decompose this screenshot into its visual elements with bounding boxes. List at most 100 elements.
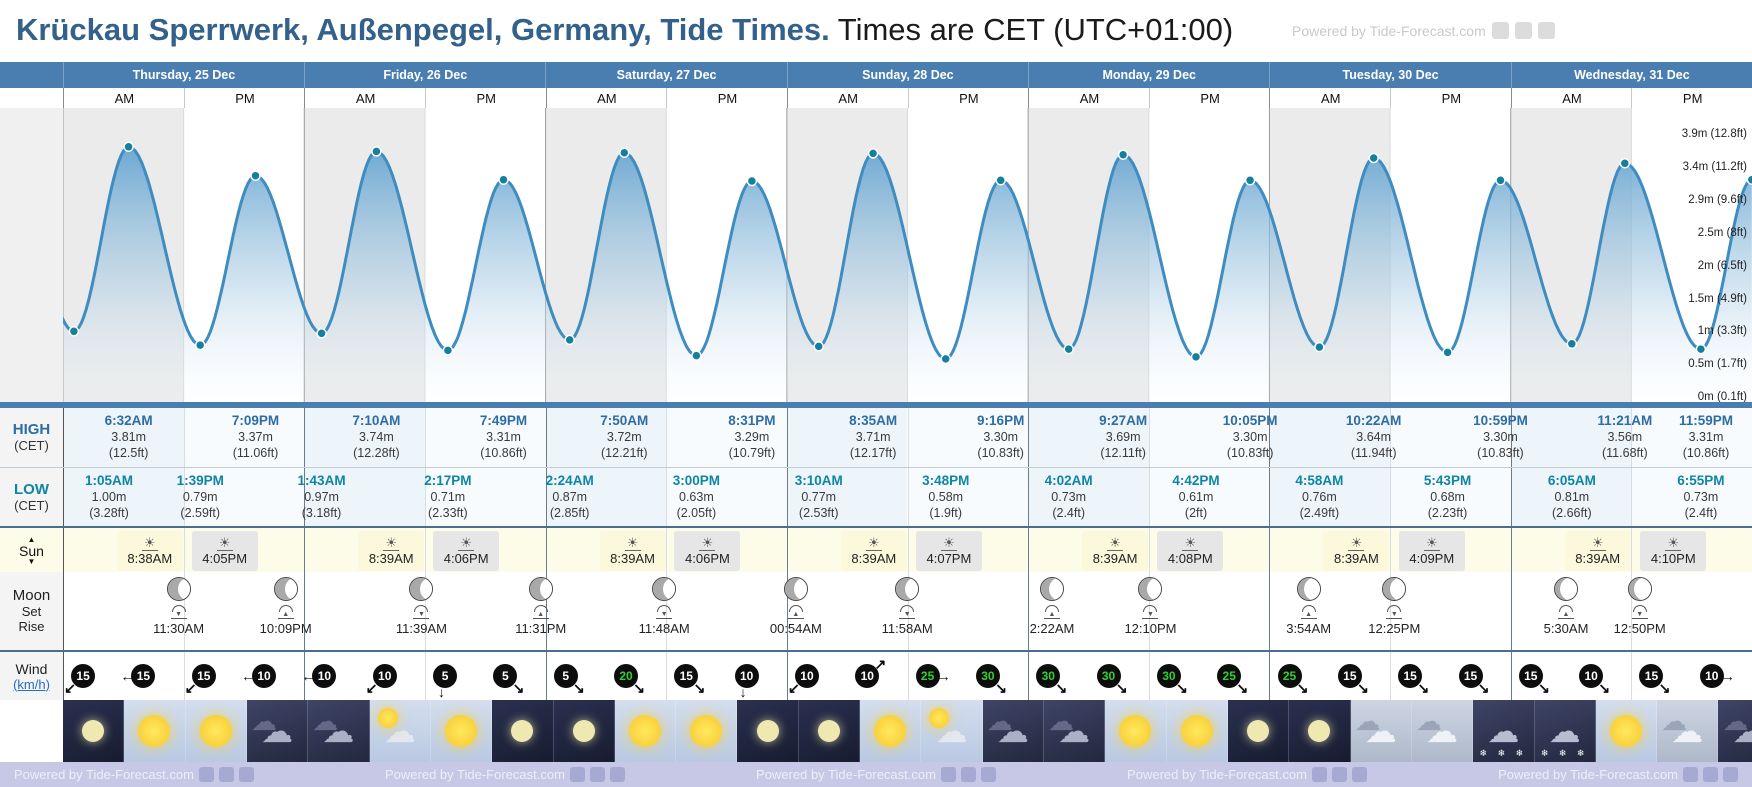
tide-extreme-point	[1695, 343, 1707, 355]
day-separator	[304, 408, 306, 467]
horizon-line	[787, 618, 804, 619]
half-day-separator	[1148, 652, 1150, 702]
horizon-line	[170, 618, 187, 619]
day-header-7: Wednesday, 31 Dec	[1510, 62, 1752, 88]
day-separator	[304, 528, 306, 574]
watermark-badge-icon	[1537, 22, 1555, 39]
weather-strip: ☁☁☁☁☁☁☁☁☁☁☁☁☁☁☁❄ ❄ ❄☁❄ ❄ ❄☁☁☁☁	[63, 700, 1752, 762]
half-day-separator	[424, 652, 426, 702]
tide-height-m: 0.73m	[1683, 490, 1719, 504]
sunrise-cell: ☀ 8:39AM	[599, 531, 666, 571]
day-separator	[1269, 528, 1271, 574]
page-title: Krückau Sperrwerk, Außenpegel, Germany, …	[16, 12, 1233, 48]
sunrise-icon: ☀	[1350, 534, 1363, 550]
horizon-line	[1300, 618, 1317, 619]
tide-time: 5:43PM	[1423, 473, 1472, 488]
wind-speed-badge: 30	[1036, 664, 1061, 688]
tide-time: 3:00PM	[672, 473, 721, 488]
weather-tile-cloudnight: ☁☁	[982, 700, 1044, 762]
tide-height-m: 3.30m	[983, 430, 1019, 444]
sunset-icon: ☀	[943, 534, 955, 550]
cloud-weather-icon: ☁	[1415, 706, 1442, 736]
weather-tile-moon	[1289, 700, 1351, 762]
wind-direction-arrow-icon: ↘	[1176, 680, 1188, 696]
tide-height-ft: (2.66ft)	[1552, 506, 1592, 520]
high-tide-row-label: HIGH (CET)	[0, 408, 64, 467]
horizon-line	[383, 549, 400, 551]
half-day-separator	[424, 468, 426, 527]
cloud-weather-icon: ☁	[1487, 713, 1520, 749]
page-title-timezone: Times are CET (UTC+01:00)	[829, 12, 1234, 47]
tide-time: 1:43AM	[297, 473, 346, 488]
moon-rise-chevron-icon: ▲	[282, 611, 290, 618]
tide-extreme-point	[1442, 347, 1453, 358]
tide-height-ft: (2.23ft)	[1427, 506, 1468, 520]
moon-set-chevron-icon: ▼	[660, 611, 668, 618]
tide-extreme-point	[1495, 175, 1506, 186]
am-cell-bg	[1510, 408, 1632, 467]
footer-watermark-bar: Powered by Tide-Forecast.com Powered by T…	[0, 762, 1752, 787]
high-tide-entry: 10:05PM 3.30m (10.83ft)	[1204, 413, 1296, 461]
moon-rise-chevron-icon: ▲	[792, 611, 800, 618]
am-cell-bg	[1269, 468, 1391, 527]
wind-unit-link[interactable]: (km/h)	[13, 676, 50, 692]
wind-direction-arrow-icon: ↘	[633, 680, 645, 696]
tide-height-ft: (10.86ft)	[1682, 446, 1730, 460]
sunset-cell: ☀ 4:08PM	[1157, 531, 1224, 571]
weather-tile-sun	[1166, 700, 1228, 762]
day-separator	[786, 528, 788, 574]
day-separator	[786, 468, 788, 527]
wind-direction-arrow-icon: ↘	[1417, 680, 1430, 696]
half-day-separator	[1631, 468, 1633, 527]
tide-extreme-point	[1190, 351, 1202, 363]
weather-tile-sun	[1105, 700, 1167, 762]
moon-set-chevron-icon: ▼	[903, 611, 911, 618]
wind-speed-badge: 15	[131, 664, 156, 688]
wind-indicator: 25 ↘	[1277, 664, 1309, 695]
tide-height-ft: (2.49ft)	[1299, 506, 1340, 520]
moon-rise-chevron-icon: ▲	[1048, 611, 1056, 618]
tide-curve-chart	[63, 108, 1752, 402]
watermark-badge-icon	[1514, 22, 1532, 39]
moon-rise-icon	[1044, 605, 1059, 612]
low-tide-entry: 2:17PM 0.71m (2.33ft)	[402, 473, 494, 521]
moon-set-icon	[1632, 605, 1647, 612]
wind-direction-arrow-icon: →	[1720, 668, 1735, 684]
wind-speed-badge: 30	[1096, 664, 1121, 688]
moon-rise-time: 00:54AM	[769, 621, 822, 636]
half-day-separator	[666, 468, 668, 527]
tide-time: 8:31PM	[728, 413, 776, 428]
moon-weather-icon	[817, 720, 840, 742]
wind-direction-arrow-icon: ↘	[1477, 680, 1490, 696]
pm-cell-day7: PM	[1631, 88, 1752, 108]
low-label: LOW	[14, 481, 49, 499]
high-tide-row: 6:32AM 3.81m (12.5ft) 7:09PM 3.37m (11.06ft) 7…	[0, 408, 1752, 467]
tide-extreme-point	[1063, 343, 1074, 355]
cloud-weather-icon: ☁	[261, 713, 294, 749]
wind-direction-arrow-icon: ↙	[365, 680, 378, 696]
pm-cell-day3: PM	[666, 88, 788, 108]
moon-set-chevron-icon: ▼	[1390, 611, 1398, 618]
tide-time: 10:59PM	[1473, 413, 1528, 428]
half-day-separator	[1148, 528, 1150, 574]
tide-height-ft: (2.85ft)	[549, 506, 590, 520]
sunset-cell: ☀ 4:09PM	[1398, 531, 1465, 571]
pm-cell-bg	[907, 468, 1029, 527]
wind-direction-arrow-icon: ↘	[1598, 680, 1611, 696]
pm-cell-bg	[424, 468, 546, 527]
wind-direction-arrow-icon: ↘	[1538, 680, 1550, 696]
half-day-separator	[183, 468, 185, 527]
tide-height-ft: (2.53ft)	[798, 506, 839, 520]
pm-cell-bg	[907, 408, 1029, 467]
half-day-separator	[1631, 408, 1633, 467]
tide-extreme-point	[123, 141, 134, 153]
watermark-badge-icon	[960, 767, 976, 782]
wind-speed-badge: 20	[614, 664, 638, 688]
cloud-weather-icon: ☁	[1426, 713, 1459, 749]
half-day-separator	[1631, 528, 1633, 574]
moon-row-content: ▼ 11:30AM ▲ 10:09PM ▼ 11:39AM ▲ 11:31PM ▼ 11:48AM…	[63, 572, 1752, 650]
horizon-line	[1558, 618, 1574, 619]
sunset-time: 4:06PM	[685, 550, 730, 566]
pm-cell-bg	[424, 408, 546, 467]
moon-set-chevron-icon: ▼	[175, 611, 183, 618]
